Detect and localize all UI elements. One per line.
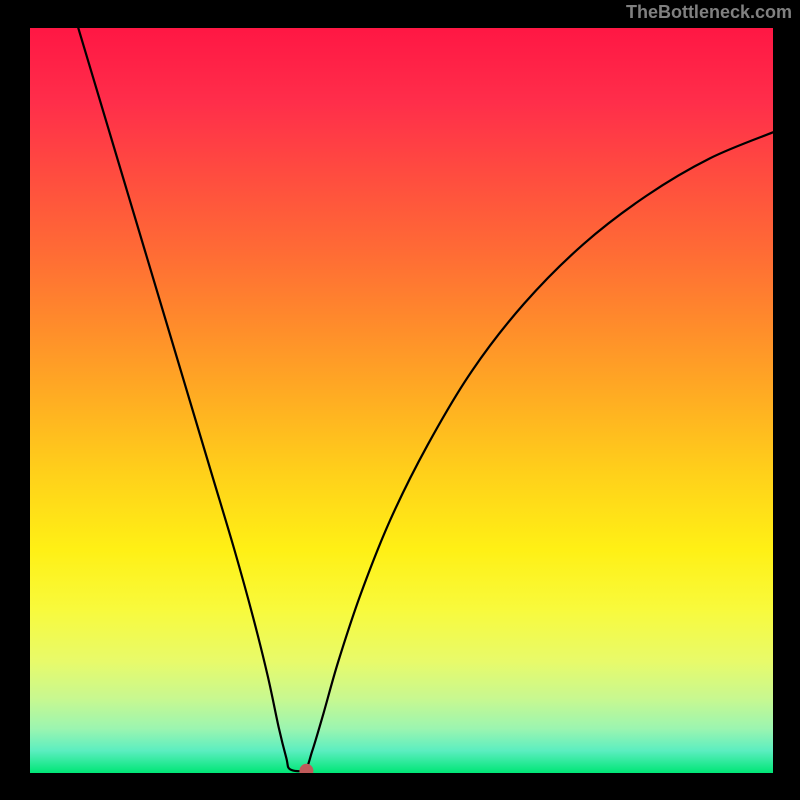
plot-area — [30, 28, 773, 773]
optimal-point-marker — [299, 764, 313, 773]
bottleneck-curve — [30, 28, 773, 773]
watermark-text: TheBottleneck.com — [626, 2, 792, 23]
